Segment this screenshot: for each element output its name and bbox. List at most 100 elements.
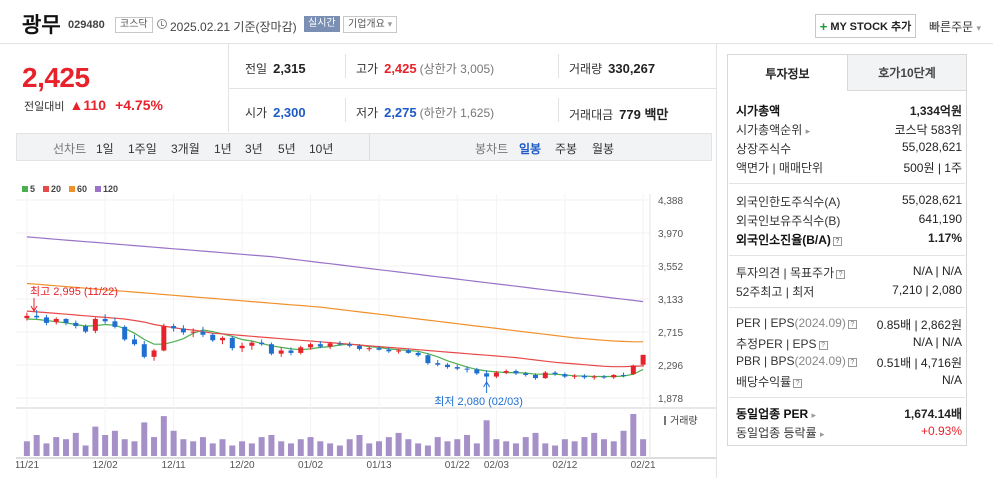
volume-bar	[307, 437, 314, 456]
help-icon[interactable]: ?	[818, 341, 828, 350]
legend-ma60: 60	[69, 184, 87, 194]
period-10y[interactable]: 10년	[309, 142, 334, 156]
volume-bar	[415, 443, 422, 456]
volume-bar	[33, 435, 40, 456]
candle-body	[102, 318, 108, 322]
candle-body	[386, 349, 392, 352]
candle-body	[464, 368, 470, 370]
candle-body	[415, 352, 421, 356]
candle-body	[572, 375, 578, 377]
candle-body	[122, 326, 128, 340]
candle-body	[542, 372, 548, 379]
volume-bar	[190, 441, 197, 456]
candle-body	[268, 344, 274, 354]
candle-body	[190, 331, 196, 333]
volume-bar	[503, 441, 510, 456]
volume-bar	[43, 443, 50, 456]
clock-icon	[157, 19, 167, 29]
candle-body	[278, 350, 284, 354]
quick-order-button[interactable]: 빠른주문 ▾	[929, 20, 982, 34]
period-3m[interactable]: 3개월	[171, 142, 200, 156]
candle-body	[484, 373, 490, 377]
candle-body	[298, 347, 304, 353]
volume-bar	[102, 435, 109, 456]
volume-bar	[376, 441, 383, 456]
price-chart[interactable]: 4,388 3,970 3,552 3,133 2,715 2,296 1,878 11/21…	[16, 176, 716, 474]
candle-body	[53, 318, 59, 323]
candle-body	[552, 372, 558, 375]
candle-body	[259, 342, 265, 345]
candle-monthly[interactable]: 월봉	[592, 142, 615, 156]
candle-body	[611, 374, 617, 378]
divider	[345, 98, 346, 122]
help-icon[interactable]: ?	[832, 237, 842, 246]
volume-bar	[473, 443, 480, 456]
volume-bar	[336, 445, 343, 456]
candle-body	[454, 367, 460, 369]
volume-bar	[229, 445, 236, 456]
volume-bar	[151, 437, 158, 456]
help-icon[interactable]: ?	[793, 379, 803, 388]
help-icon[interactable]: ?	[847, 320, 857, 329]
candle-body	[200, 331, 206, 335]
plus-icon: +	[819, 18, 828, 34]
legend-ma120: 120	[95, 184, 118, 194]
divider	[558, 98, 559, 122]
chevron-right-icon: ▸	[805, 126, 811, 136]
candle-body	[435, 363, 441, 365]
candle-body	[366, 348, 372, 350]
legend-swatch	[43, 186, 50, 192]
candle-body	[73, 322, 79, 327]
volume-bar	[483, 420, 490, 456]
period-5y[interactable]: 5년	[278, 142, 296, 156]
stock-code: 029480	[68, 19, 105, 31]
volume-bar	[610, 441, 617, 456]
help-icon[interactable]: ?	[836, 270, 846, 279]
candle-body	[161, 326, 167, 351]
realtime-button[interactable]: 실시간	[304, 16, 340, 32]
candle-body	[444, 364, 450, 368]
divider	[369, 134, 370, 160]
my-stock-add-button[interactable]: + MY STOCK 추가	[815, 14, 916, 38]
info-tabs: 투자정보 호가10단계	[728, 55, 966, 91]
info-row: 시가총액 1,334억원	[736, 104, 962, 118]
stock-header: 광무 029480 코스닥 2025.02.21 기준(장마감) 실시간 기업개…	[0, 0, 993, 44]
tab-orderbook-10[interactable]: 호가10단계	[847, 55, 966, 91]
period-1y[interactable]: 1년	[214, 142, 232, 156]
chart-legend: 5 20 60 120	[22, 184, 118, 194]
info-row[interactable]: 동일업종 등락률 ▸ +0.93%	[736, 424, 962, 440]
chevron-down-icon: ▾	[387, 19, 393, 29]
y-tick-label: 3,552	[658, 262, 683, 273]
company-info-dropdown[interactable]: 기업개요 ▾	[343, 16, 398, 33]
volume-bar	[522, 437, 529, 456]
period-1d[interactable]: 1일	[96, 142, 114, 156]
volume-bar	[356, 435, 363, 456]
ma5-line	[26, 318, 644, 378]
candle-body	[43, 317, 49, 323]
stat-open: 시가 2,300	[245, 105, 306, 120]
x-tick-label: 11/21	[16, 460, 39, 471]
tab-investment-info[interactable]: 투자정보	[728, 55, 847, 91]
info-row[interactable]: 시가총액순위 ▸ 코스닥 583위	[736, 123, 962, 137]
x-tick-label: 02/21	[631, 460, 656, 471]
info-row[interactable]: 동일업종 PER ▸ 1,674.14배	[736, 407, 962, 421]
candle-body	[503, 371, 509, 373]
candle-daily[interactable]: 일봉	[519, 142, 542, 156]
period-1w[interactable]: 1주일	[128, 142, 157, 156]
price-change: 전일대비 ▲110 +4.75%	[24, 97, 163, 113]
legend-swatch	[69, 186, 76, 192]
volume-bar	[239, 441, 246, 456]
high-annotation-arrowhead	[30, 305, 38, 312]
divider	[729, 307, 965, 308]
help-icon[interactable]: ?	[847, 358, 857, 367]
candle-body	[63, 318, 69, 323]
period-3y[interactable]: 3년	[245, 142, 263, 156]
info-row: 투자의견 | 목표주가? N/A | N/A	[736, 264, 962, 280]
low-annotation: 최저 2,080 (02/03)	[434, 395, 523, 408]
candle-body	[347, 344, 353, 346]
candle-body	[112, 321, 118, 327]
candle-weekly[interactable]: 주봉	[555, 142, 578, 156]
x-tick-label: 12/11	[161, 460, 186, 471]
volume-bar	[532, 432, 539, 456]
volume-bar	[248, 443, 255, 456]
